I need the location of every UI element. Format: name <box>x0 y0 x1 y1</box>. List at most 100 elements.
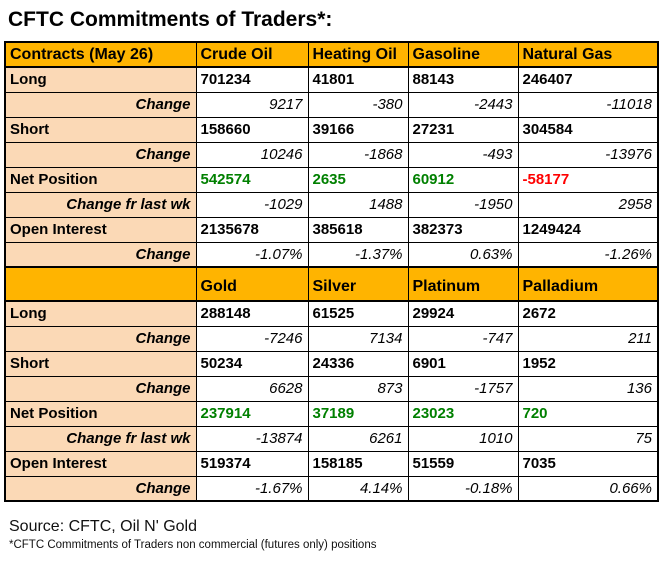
cell-value: -747 <box>407 325 519 352</box>
row-label: Change fr last wk <box>4 425 197 452</box>
cell-value: -1.67% <box>195 475 309 502</box>
row-label: Net Position <box>4 400 197 427</box>
cell-value: 4.14% <box>307 475 409 502</box>
cell-value: 1952 <box>517 350 659 377</box>
cell-value: 2958 <box>517 191 659 218</box>
cell-value: 29924 <box>407 300 519 327</box>
row-metals-short: Short 50234 24336 6901 1952 <box>4 350 659 377</box>
cell-value: -1868 <box>307 141 409 168</box>
column-header-contracts: Contracts (May 26) <box>4 41 197 68</box>
cell-value: -1.07% <box>195 241 309 268</box>
column-header-heating-oil: Heating Oil <box>307 41 409 68</box>
cell-value: 39166 <box>307 116 409 143</box>
row-metals-long: Long 288148 61525 29924 2672 <box>4 300 659 327</box>
row-metals-change-fr-last-wk: Change fr last wk -13874 6261 1010 75 <box>4 425 659 452</box>
row-metals-short-change: Change 6628 873 -1757 136 <box>4 375 659 402</box>
cell-value: 1488 <box>307 191 409 218</box>
row-label: Change fr last wk <box>4 191 197 218</box>
cell-value: -1029 <box>195 191 309 218</box>
row-energy-open-interest: Open Interest 2135678 385618 382373 1249… <box>4 216 659 243</box>
cell-value: 1010 <box>407 425 519 452</box>
cell-value: 7134 <box>307 325 409 352</box>
cell-value: 23023 <box>407 400 519 427</box>
cell-value: 37189 <box>307 400 409 427</box>
cell-value: 2135678 <box>195 216 309 243</box>
cell-value: 0.63% <box>407 241 519 268</box>
cell-value: 9217 <box>195 91 309 118</box>
row-label: Short <box>4 350 197 377</box>
cell-value: 75 <box>517 425 659 452</box>
cell-value: 2635 <box>307 166 409 193</box>
column-header-blank <box>4 266 197 302</box>
cell-value: 246407 <box>517 66 659 93</box>
cell-value: 382373 <box>407 216 519 243</box>
row-label: Change <box>4 141 197 168</box>
cell-value: -11018 <box>517 91 659 118</box>
column-header-palladium: Palladium <box>517 266 659 302</box>
cell-value: 0.66% <box>517 475 659 502</box>
cell-value: 41801 <box>307 66 409 93</box>
row-energy-long-change: Change 9217 -380 -2443 -11018 <box>4 91 659 118</box>
cell-value: 158660 <box>195 116 309 143</box>
column-header-gasoline: Gasoline <box>407 41 519 68</box>
row-label: Open Interest <box>4 450 197 477</box>
cell-value: -7246 <box>195 325 309 352</box>
column-header-natural-gas: Natural Gas <box>517 41 659 68</box>
row-label: Change <box>4 475 197 502</box>
cell-value: 10246 <box>195 141 309 168</box>
cell-value: 6628 <box>195 375 309 402</box>
cell-value: 27231 <box>407 116 519 143</box>
cell-value: -13976 <box>517 141 659 168</box>
cell-value: -493 <box>407 141 519 168</box>
cell-value: -58177 <box>517 166 659 193</box>
cell-value: 519374 <box>195 450 309 477</box>
cell-value: 24336 <box>307 350 409 377</box>
row-label: Short <box>4 116 197 143</box>
row-metals-net-position: Net Position 237914 37189 23023 720 <box>4 400 659 427</box>
cell-value: 211 <box>517 325 659 352</box>
row-label: Long <box>4 300 197 327</box>
row-metals-oi-change: Change -1.67% 4.14% -0.18% 0.66% <box>4 475 659 502</box>
cell-value: 1249424 <box>517 216 659 243</box>
row-label: Open Interest <box>4 216 197 243</box>
table-header-energy: Contracts (May 26) Crude Oil Heating Oil… <box>4 41 659 68</box>
row-label: Net Position <box>4 166 197 193</box>
cell-value: 60912 <box>407 166 519 193</box>
column-header-crude-oil: Crude Oil <box>195 41 309 68</box>
cell-value: 304584 <box>517 116 659 143</box>
cell-value: 88143 <box>407 66 519 93</box>
source-line: Source: CFTC, Oil N' Gold <box>9 518 197 535</box>
cell-value: 136 <box>517 375 659 402</box>
cell-value: 701234 <box>195 66 309 93</box>
cell-value: 50234 <box>195 350 309 377</box>
cell-value: 873 <box>307 375 409 402</box>
row-label: Change <box>4 91 197 118</box>
cell-value: 61525 <box>307 300 409 327</box>
row-metals-long-change: Change -7246 7134 -747 211 <box>4 325 659 352</box>
row-label: Change <box>4 241 197 268</box>
cell-value: 2672 <box>517 300 659 327</box>
table-header-metals: Gold Silver Platinum Palladium <box>4 266 659 302</box>
column-header-silver: Silver <box>307 266 409 302</box>
cell-value: -1.37% <box>307 241 409 268</box>
cell-value: 51559 <box>407 450 519 477</box>
row-metals-open-interest: Open Interest 519374 158185 51559 7035 <box>4 450 659 477</box>
row-label: Change <box>4 325 197 352</box>
cell-value: -13874 <box>195 425 309 452</box>
cell-value: -1757 <box>407 375 519 402</box>
cell-value: 158185 <box>307 450 409 477</box>
cell-value: 385618 <box>307 216 409 243</box>
row-energy-net-position: Net Position 542574 2635 60912 -58177 <box>4 166 659 193</box>
cell-value: 7035 <box>517 450 659 477</box>
column-header-platinum: Platinum <box>407 266 519 302</box>
row-energy-long: Long 701234 41801 88143 246407 <box>4 66 659 93</box>
row-energy-oi-change: Change -1.07% -1.37% 0.63% -1.26% <box>4 241 659 268</box>
cell-value: -1.26% <box>517 241 659 268</box>
cell-value: 288148 <box>195 300 309 327</box>
cell-value: 6901 <box>407 350 519 377</box>
row-energy-change-fr-last-wk: Change fr last wk -1029 1488 -1950 2958 <box>4 191 659 218</box>
row-label: Change <box>4 375 197 402</box>
cell-value: 6261 <box>307 425 409 452</box>
cell-value: 237914 <box>195 400 309 427</box>
cell-value: -1950 <box>407 191 519 218</box>
